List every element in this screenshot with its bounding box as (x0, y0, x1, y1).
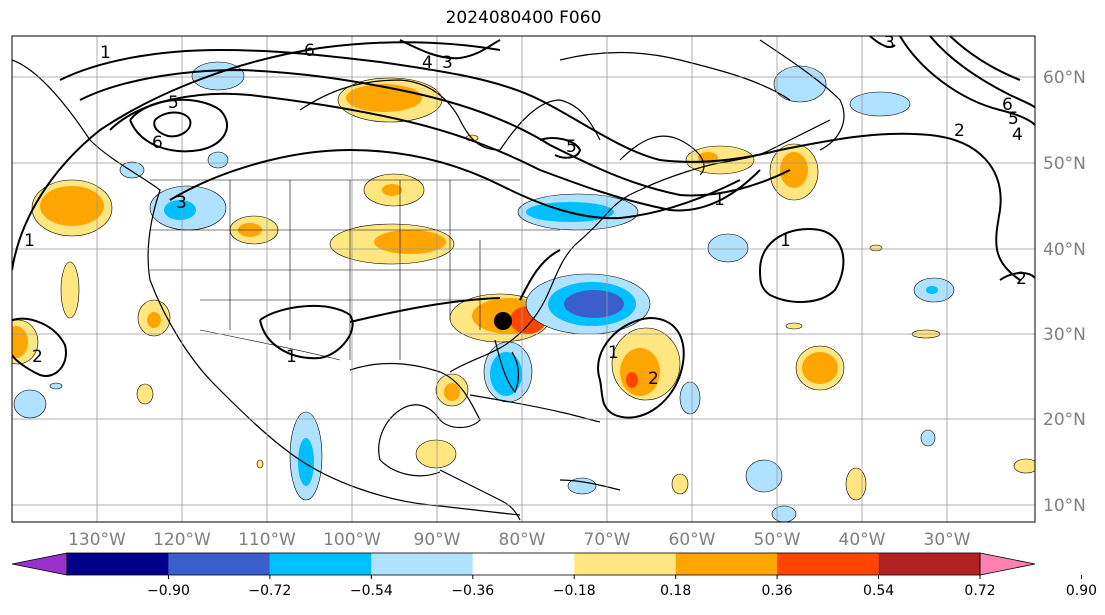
colorbar-bin (269, 553, 372, 575)
map-area: 6 4 3 5 6 5 3 1 6 5 4 2 1 1 1 2 2 1 2 3 … (12, 33, 1035, 522)
lon-label: 50°W (754, 530, 801, 550)
colorbar-bin (371, 553, 473, 575)
contour-label: 3 (176, 193, 187, 213)
contour-label: 3 (884, 33, 895, 53)
political-borders (150, 179, 560, 361)
storm-center-marker (494, 312, 512, 330)
lat-label: 20°N (1043, 410, 1086, 430)
colorbar-bin (67, 553, 169, 575)
map-frame (11, 35, 1036, 523)
contour-label: 3 (442, 53, 453, 73)
lon-label: 110°W (238, 530, 296, 550)
map-title: 2024080400 F060 (445, 8, 602, 28)
colorbar-tick-label: −0.36 (451, 583, 494, 599)
lon-label: 80°W (499, 530, 546, 550)
colorbar-bin (168, 553, 270, 575)
contour-label: 1 (286, 347, 297, 367)
contour-label: 2 (648, 369, 659, 389)
colorbar-tick-label: −0.54 (350, 583, 393, 599)
contour-label: 1 (24, 231, 35, 251)
contour-label: 1 (780, 231, 791, 251)
colorbar-tick-label: −0.72 (248, 583, 291, 599)
contour-label: 6 (152, 133, 163, 153)
contour-label: 6 (1002, 95, 1013, 115)
colorbar-bin (472, 553, 575, 575)
lon-label: 90°W (414, 530, 461, 550)
contour-label: 2 (32, 347, 43, 367)
lon-label: 30°W (924, 530, 971, 550)
contour-label: 5 (566, 137, 577, 157)
colorbar-bin (574, 553, 676, 575)
colorbar: −0.90 −0.72 −0.54 −0.36 −0.18 0.18 0.36 0.54 0.7… (11, 552, 1097, 599)
lat-label: 50°N (1043, 154, 1086, 174)
colorbar-extend-low (11, 552, 68, 576)
lon-label: 40°W (839, 530, 886, 550)
contour-label: 4 (1012, 125, 1023, 145)
contour-label: 5 (1008, 109, 1019, 129)
colorbar-tick-label: 0.54 (863, 583, 894, 599)
contour-label: 1 (714, 190, 725, 210)
latitude-labels: 60°N 50°N 40°N 30°N 20°N 10°N (1043, 68, 1086, 516)
longitude-labels: 130°W 120°W 110°W 100°W 90°W 80°W 70°W 6… (68, 530, 971, 550)
lon-label: 120°W (153, 530, 211, 550)
colorbar-bin (675, 553, 778, 575)
contour-lines (12, 36, 1035, 419)
contour-label: 4 (422, 53, 433, 73)
contour-label: 1 (608, 343, 619, 363)
colorbar-tick-label: −0.90 (147, 583, 190, 599)
colorbar-extend-high (979, 552, 1036, 576)
lat-label: 10°N (1043, 496, 1086, 516)
colorbar-tick-label: −0.18 (553, 583, 596, 599)
lon-label: 100°W (323, 530, 381, 550)
lat-label: 60°N (1043, 68, 1086, 88)
colorbar-bin (878, 553, 980, 575)
lat-label: 40°N (1043, 240, 1086, 260)
contour-label: 1 (100, 43, 111, 63)
contour-label: 6 (304, 41, 315, 61)
lat-label: 30°N (1043, 325, 1086, 345)
graticule (12, 36, 1035, 522)
lon-label: 130°W (68, 530, 126, 550)
colorbar-bin (777, 553, 879, 575)
colorbar-tick-label: 0.18 (660, 583, 691, 599)
colorbar-outline (66, 552, 981, 576)
lon-label: 70°W (584, 530, 631, 550)
colorbar-tick-label: 0.72 (964, 583, 995, 599)
contour-label: 2 (1016, 269, 1027, 289)
colorbar-tick-label: 0.36 (762, 583, 793, 599)
colorbar-tick-label: 0.90 (1066, 583, 1097, 599)
contour-label: 2 (954, 121, 965, 141)
lon-label: 60°W (669, 530, 716, 550)
contour-label-group: 6 4 3 5 6 5 3 1 6 5 4 2 1 1 1 2 2 1 2 3 … (24, 33, 1027, 389)
contour-label: 5 (168, 93, 179, 113)
